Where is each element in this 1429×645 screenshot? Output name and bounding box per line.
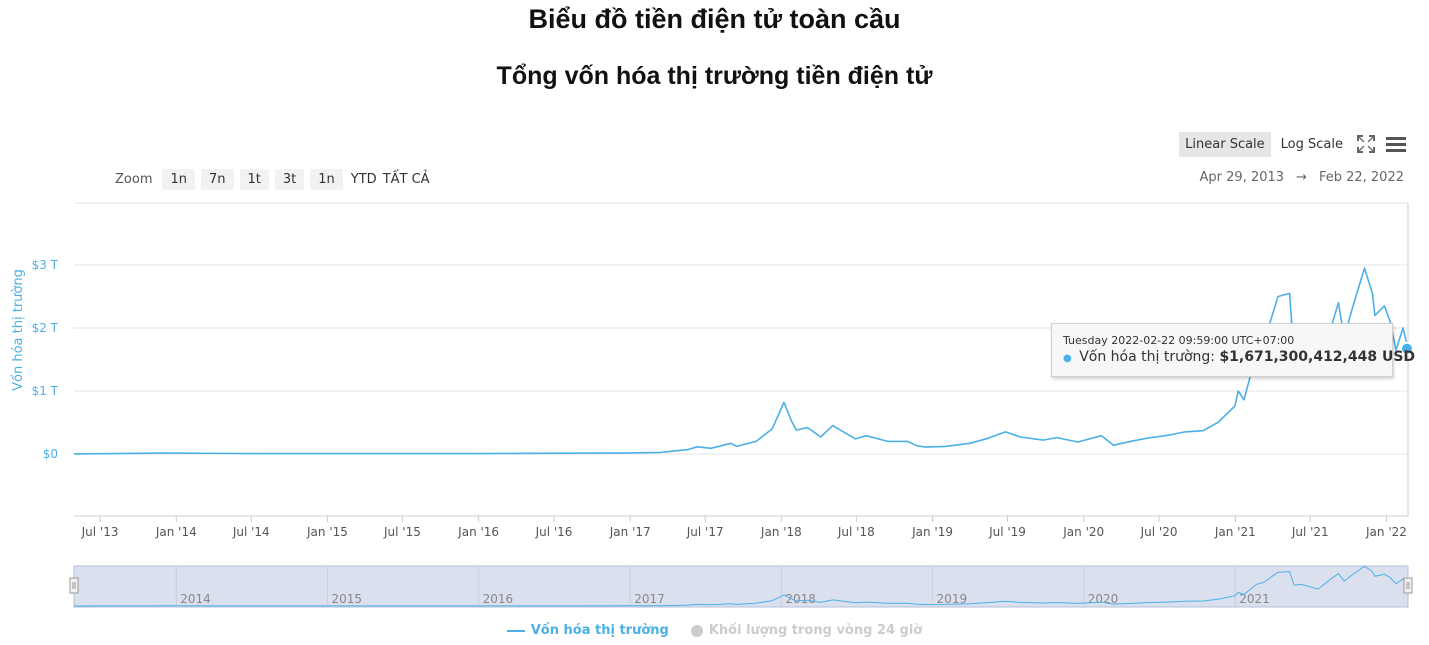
x-tick-label: Jul '20 (1140, 525, 1178, 539)
navigator-years: 2014 2015 2016 2017 2018 2019 2020 2021 (175, 566, 1270, 607)
x-tick-label: Jan '16 (457, 525, 499, 539)
navigator-right-handle[interactable] (1403, 577, 1413, 594)
legend-dot-icon (690, 624, 703, 637)
fullscreen-icon[interactable] (1353, 131, 1379, 157)
x-tick-label: Jul '13 (81, 525, 119, 539)
x-tick-label: Jul '16 (535, 525, 573, 539)
zoom-bar: Zoom 1n 7n 1t 3t 1n YTD TẤT CẢ (115, 167, 430, 191)
zoom-7d-button[interactable]: 7n (201, 168, 234, 190)
legend-item-volume[interactable]: Khối lượng trong vòng 24 giờ (690, 623, 923, 638)
zoom-1m-button[interactable]: 1t (239, 168, 269, 190)
navigator-year-label: 2014 (180, 592, 211, 606)
navigator[interactable]: 2014 2015 2016 2017 2018 2019 2020 2021 (69, 565, 1413, 608)
range-from[interactable]: Apr 29, 2013 (1199, 170, 1285, 185)
chart-title: Biểu đồ tiền điện tử toàn cầu (528, 4, 901, 34)
y-tick-label: $0 (43, 447, 58, 461)
x-tick-label: Jul '18 (837, 525, 875, 539)
x-tick-label: Jan '21 (1214, 525, 1256, 539)
range-to[interactable]: Feb 22, 2022 (1318, 170, 1404, 185)
zoom-all-button[interactable]: TẤT CẢ (382, 171, 430, 187)
navigator-year-label: 2015 (331, 592, 362, 606)
legend-label-volume: Khối lượng trong vòng 24 giờ (708, 623, 923, 638)
navigator-year-label: 2021 (1239, 592, 1270, 606)
y-tick-label: $2 T (32, 321, 59, 335)
navigator-year-label: 2020 (1088, 592, 1119, 606)
tooltip: Tuesday 2022-02-22 09:59:00 UTC+07:00 ● … (1051, 323, 1415, 377)
legend-item-market-cap[interactable]: Vốn hóa thị trường (506, 623, 669, 638)
x-tick-label: Jan '19 (911, 525, 953, 539)
x-tick-label: Jul '14 (232, 525, 270, 539)
y-tick-label: $3 T (32, 258, 59, 272)
y-axis-label: Vốn hóa thị trường (11, 269, 26, 391)
zoom-label: Zoom (115, 171, 153, 187)
x-tick-label: Jul '17 (686, 525, 724, 539)
zoom-1y-button[interactable]: 1n (310, 168, 343, 190)
navigator-year-label: 2018 (785, 592, 816, 606)
x-axis-ticks: Jul '13 Jan '14 Jul '14 Jan '15 Jul '15 Jan '… (81, 516, 1407, 539)
scale-toolbar: Linear Scale Log Scale (1179, 131, 1409, 157)
y-axis-ticks: $0 $1 T $2 T $3 T (32, 258, 59, 461)
navigator-left-handle[interactable] (69, 577, 79, 594)
navigator-year-label: 2019 (937, 592, 968, 606)
linear-scale-button[interactable]: Linear Scale (1179, 131, 1271, 157)
series-dot-icon: ● (1063, 353, 1072, 364)
log-scale-button[interactable]: Log Scale (1280, 136, 1343, 152)
x-tick-label: Jan '15 (306, 525, 348, 539)
date-range: Apr 29, 2013 → Feb 22, 2022 (1200, 170, 1404, 185)
navigator-year-label: 2017 (634, 592, 665, 606)
x-tick-label: Jul '19 (988, 525, 1026, 539)
zoom-3m-button[interactable]: 3t (274, 168, 305, 190)
x-tick-label: Jan '20 (1062, 525, 1104, 539)
tooltip-label: Vốn hóa thị trường: (1079, 349, 1215, 365)
chart-subtitle: Tổng vốn hóa thị trường tiền điện tử (496, 62, 933, 90)
x-tick-label: Jan '14 (155, 525, 197, 539)
legend-label-market-cap: Vốn hóa thị trường (530, 623, 669, 638)
zoom-ytd-button[interactable]: YTD (350, 171, 377, 187)
x-tick-label: Jan '18 (760, 525, 802, 539)
navigator-year-label: 2016 (483, 592, 514, 606)
tooltip-date: Tuesday 2022-02-22 09:59:00 UTC+07:00 (1063, 334, 1295, 347)
x-tick-label: Jan '22 (1365, 525, 1407, 539)
navigator-series-line (73, 565, 1409, 607)
legend-line-icon (506, 629, 525, 632)
menu-icon[interactable] (1383, 131, 1409, 157)
y-tick-label: $1 T (32, 384, 59, 398)
legend: Vốn hóa thị trường Khối lượng trong vòng… (0, 623, 1429, 638)
tooltip-line: ● Vốn hóa thị trường: $1,671,300,412,448… (1063, 349, 1415, 365)
zoom-1d-button[interactable]: 1n (162, 168, 195, 190)
x-tick-label: Jul '21 (1291, 525, 1329, 539)
x-tick-label: Jan '17 (609, 525, 651, 539)
range-arrow-icon: → (1296, 170, 1307, 185)
tooltip-value: $1,671,300,412,448 USD (1219, 349, 1416, 365)
x-tick-label: Jul '15 (383, 525, 421, 539)
